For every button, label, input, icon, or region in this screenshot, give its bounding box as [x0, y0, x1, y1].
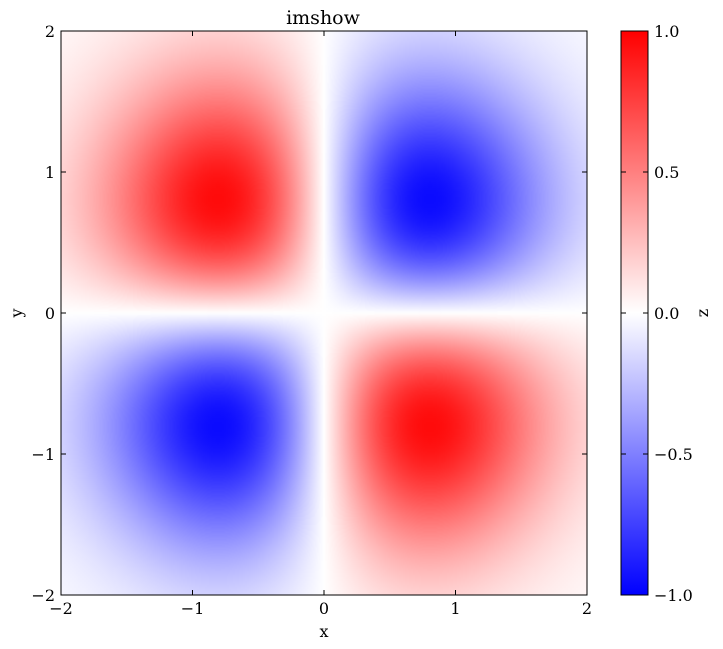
x-tick-label: −1 [181, 599, 205, 618]
x-tick-label: 2 [582, 599, 592, 618]
colorbar-tick-label: 0.5 [654, 163, 679, 182]
y-tick-label: 0 [45, 304, 55, 323]
y-axis-label: y [7, 308, 26, 318]
y-tick-label: −2 [31, 586, 55, 605]
x-axis-ticks: −2 −1 0 1 2 [49, 31, 592, 618]
y-axis-ticks: −2 −1 0 1 2 [31, 22, 587, 605]
x-tick-label: 0 [319, 599, 329, 618]
colorbar-tick-label: 0.0 [654, 304, 679, 323]
x-tick-label: 1 [450, 599, 460, 618]
y-tick-label: 2 [45, 22, 55, 41]
chart-title: imshow [286, 7, 361, 29]
colorbar-label: z [693, 309, 712, 317]
colorbar-tick-label: 1.0 [654, 22, 679, 41]
colorbar-tick-label: −0.5 [654, 445, 693, 464]
x-axis-label: x [319, 622, 328, 641]
y-tick-label: 1 [45, 163, 55, 182]
x-tick-label: −2 [49, 599, 73, 618]
colorbar-tick-label: −1.0 [654, 586, 693, 605]
colorbar-ticks: −1.0 −0.5 0.0 0.5 1.0 [621, 22, 693, 605]
heatmap-image [61, 31, 587, 595]
y-tick-label: −1 [31, 445, 55, 464]
